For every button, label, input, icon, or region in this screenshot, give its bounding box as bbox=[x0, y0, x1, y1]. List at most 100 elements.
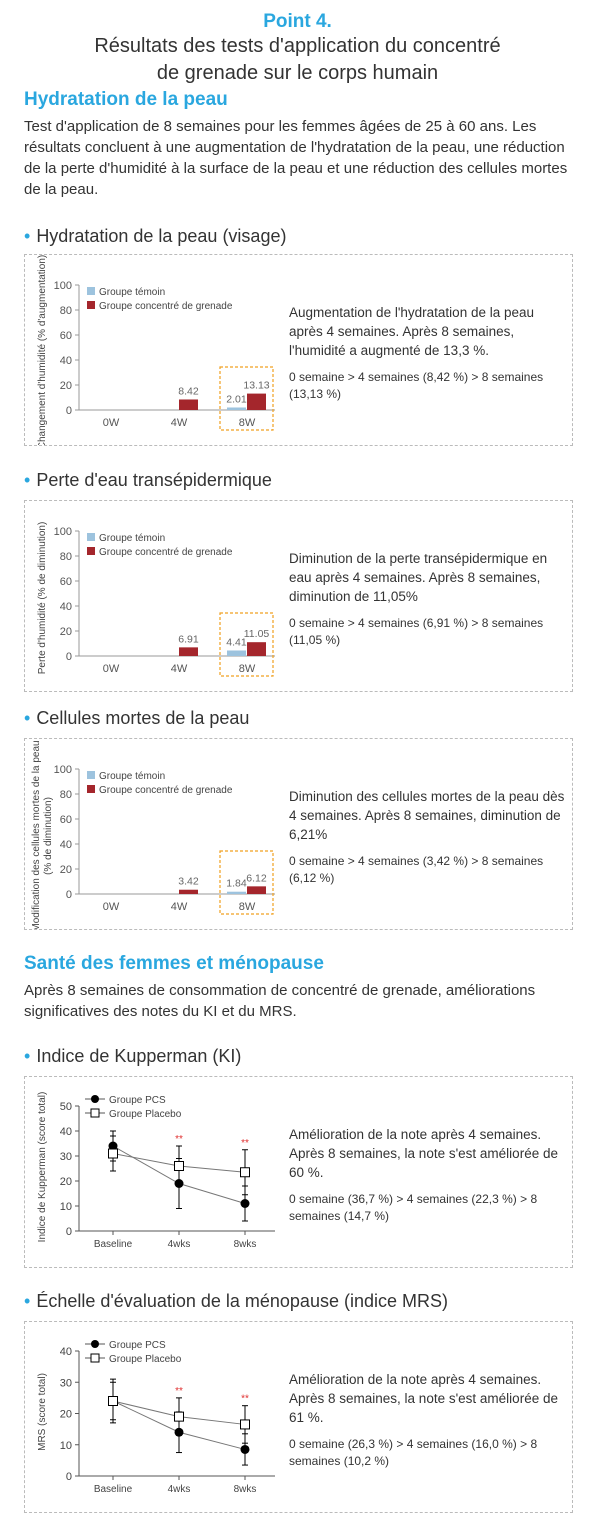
marker bbox=[240, 1444, 250, 1454]
x-tick-label: 4W bbox=[171, 663, 188, 675]
significance: ** bbox=[175, 1386, 183, 1397]
panel-title: • Cellules mortes de la peau bbox=[24, 707, 249, 729]
page-title: Résultats des tests d'application du con… bbox=[94, 35, 501, 57]
y-axis-label: Perte d'humidité (% de diminution) bbox=[37, 522, 48, 675]
x-tick-label: 4W bbox=[171, 417, 188, 429]
panel-description: Amélioration de la note après 4 semaines… bbox=[289, 1125, 571, 1225]
y-tick-label: 80 bbox=[60, 789, 72, 801]
marker bbox=[108, 1396, 118, 1406]
panel: MRS (score total) 0 10 20 30 40 Baseline 4wks 8w… bbox=[24, 1321, 573, 1513]
legend-label: Groupe témoin bbox=[99, 771, 165, 782]
y-tick-label: 100 bbox=[54, 526, 72, 538]
y-tick-label: 50 bbox=[60, 1101, 72, 1113]
y-axis-label: Changement d'humidité (% d'augmentation) bbox=[37, 255, 48, 445]
marker bbox=[174, 1179, 184, 1188]
legend-swatch bbox=[87, 287, 95, 295]
x-tick-label: 8W bbox=[239, 901, 256, 913]
significance: ** bbox=[175, 1134, 183, 1145]
legend-label: Groupe concentré de grenade bbox=[99, 785, 233, 796]
panel: Modification des cellules mortes de la p… bbox=[24, 738, 573, 930]
legend-label: Groupe concentré de grenade bbox=[99, 547, 233, 558]
bar bbox=[247, 886, 266, 894]
panel: Changement d'humidité (% d'augmentation)… bbox=[24, 254, 573, 446]
value-label: 1.84 bbox=[226, 878, 247, 890]
y-tick-label: 100 bbox=[54, 764, 72, 776]
x-tick-label: 4wks bbox=[168, 1239, 191, 1250]
legend-swatch bbox=[87, 547, 95, 555]
bar bbox=[179, 889, 198, 894]
x-tick-label: Baseline bbox=[94, 1484, 133, 1495]
value-label: 3.42 bbox=[178, 876, 199, 888]
y-tick-label: 30 bbox=[60, 1377, 72, 1389]
y-tick-label: 10 bbox=[60, 1440, 72, 1452]
legend-swatch bbox=[87, 301, 95, 309]
x-tick-label: 4wks bbox=[168, 1484, 191, 1495]
section-heading: Santé des femmes et ménopause bbox=[24, 953, 324, 974]
bullet: • bbox=[24, 1046, 31, 1066]
bar bbox=[179, 399, 198, 410]
section-intro: Test d'application de 8 semaines pour le… bbox=[24, 118, 568, 198]
y-tick-label: 20 bbox=[60, 864, 72, 876]
description-text: Diminution de la perte transépidermique … bbox=[289, 551, 548, 604]
legend-label: Groupe Placebo bbox=[109, 1354, 182, 1365]
value-label: 4.41 bbox=[226, 636, 247, 648]
y-axis-label: Indice de Kupperman (score total) bbox=[37, 1092, 48, 1243]
y-tick-label: 60 bbox=[60, 576, 72, 588]
point-label: Point 4. bbox=[263, 11, 332, 32]
highlight-box bbox=[219, 366, 274, 431]
y-tick-label: 30 bbox=[60, 1151, 72, 1163]
value-label: 8.42 bbox=[178, 385, 199, 397]
description-text: Amélioration de la note après 4 semaines… bbox=[289, 1127, 558, 1180]
legend-swatch bbox=[87, 785, 95, 793]
legend-marker bbox=[91, 1340, 99, 1348]
marker bbox=[108, 1148, 118, 1159]
legend-label: Groupe témoin bbox=[99, 533, 165, 544]
y-tick-label: 0 bbox=[66, 1471, 72, 1483]
y-tick-label: 40 bbox=[60, 355, 72, 367]
x-tick-label: 0W bbox=[103, 417, 120, 429]
y-tick-label: 20 bbox=[60, 380, 72, 392]
legend-swatch bbox=[87, 533, 95, 541]
y-tick-label: 80 bbox=[60, 305, 72, 317]
marker bbox=[174, 1427, 184, 1437]
y-tick-label: 60 bbox=[60, 814, 72, 826]
legend-label: Groupe Placebo bbox=[109, 1109, 182, 1120]
bullet: • bbox=[24, 226, 31, 246]
x-tick-label: Baseline bbox=[94, 1239, 133, 1250]
panel-title-text: Indice de Kupperman (KI) bbox=[36, 1046, 242, 1066]
description-note: 0 semaine (36,7 %) > 4 semaines (22,3 %)… bbox=[289, 1192, 538, 1223]
panel-title-text: Échelle d'évaluation de la ménopause (in… bbox=[36, 1291, 448, 1311]
value-label: 6.12 bbox=[246, 872, 267, 884]
y-axis-label: MRS (score total) bbox=[37, 1373, 48, 1451]
panel-title-text: Perte d'eau transépidermique bbox=[36, 470, 272, 490]
y-tick-label: 60 bbox=[60, 330, 72, 342]
legend-label: Groupe PCS bbox=[109, 1095, 166, 1106]
description-note: 0 semaine > 4 semaines (3,42 %) > 8 sema… bbox=[289, 854, 544, 885]
value-label: 2.01 bbox=[226, 393, 247, 405]
panel-title: • Indice de Kupperman (KI) bbox=[24, 1045, 241, 1067]
y-tick-label: 0 bbox=[66, 651, 72, 663]
panel-title: • Échelle d'évaluation de la ménopause (i… bbox=[24, 1290, 448, 1312]
bar bbox=[227, 891, 246, 894]
y-tick-label: 20 bbox=[60, 1176, 72, 1188]
panel-title: • Perte d'eau transépidermique bbox=[24, 469, 272, 491]
significance: ** bbox=[241, 1138, 249, 1149]
bullet: • bbox=[24, 470, 31, 490]
description-text: Amélioration de la note après 4 semaines… bbox=[289, 1372, 558, 1425]
x-tick-label: 8wks bbox=[234, 1239, 257, 1250]
panel-description: Amélioration de la note après 4 semaines… bbox=[289, 1370, 571, 1470]
x-tick-label: 4W bbox=[171, 901, 188, 913]
highlight-box bbox=[219, 612, 274, 677]
y-tick-label: 10 bbox=[60, 1201, 72, 1213]
y-tick-label: 100 bbox=[54, 280, 72, 292]
y-tick-label: 40 bbox=[60, 1126, 72, 1138]
chart: MRS (score total) 0 10 20 30 40 Baseline 4wks 8w… bbox=[37, 1340, 275, 1495]
panel-description: Diminution des cellules mortes de la pea… bbox=[289, 787, 571, 887]
x-tick-label: 8wks bbox=[234, 1484, 257, 1495]
panel-description: Augmentation de l'hydratation de la peau… bbox=[289, 303, 571, 403]
value-label: 13.13 bbox=[243, 380, 269, 392]
legend-label: Groupe PCS bbox=[109, 1340, 166, 1351]
panel-title-text: Cellules mortes de la peau bbox=[36, 708, 250, 728]
y-tick-label: 80 bbox=[60, 551, 72, 563]
